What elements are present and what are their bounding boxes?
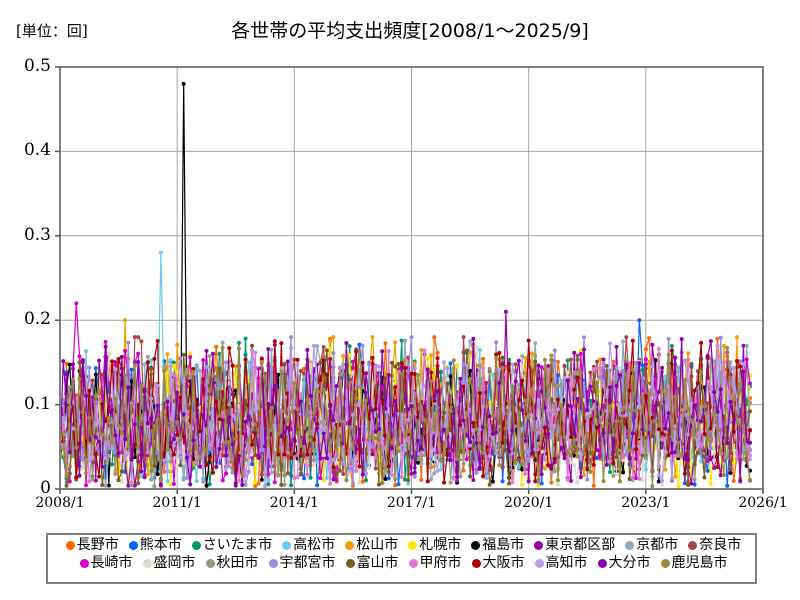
legend-item[interactable]: 東京都区部 (534, 538, 615, 552)
legend-item[interactable]: 大阪市 (471, 555, 525, 571)
legend-item[interactable]: 大分市 (597, 555, 651, 571)
legend-item[interactable]: 鹿児島市 (660, 555, 728, 571)
legend-marker-icon (534, 558, 544, 568)
legend-item[interactable]: 富山市 (345, 555, 399, 571)
legend-label: 富山市 (356, 555, 399, 571)
legend-label: 大分市 (608, 555, 651, 571)
legend-label: 奈良市 (699, 537, 742, 553)
legend-row-bottom: 長崎市 盛岡市 秋田市 宇都宮市 富山市 甲府市 大阪市 高知市 大分市 鹿児島市 (48, 556, 759, 570)
series-鹿児島市 (60, 345, 752, 489)
legend-marker-icon (65, 540, 75, 550)
legend-label: 宇都宮市 (279, 555, 336, 571)
y-tick-label: 0 (40, 478, 51, 498)
y-tick-label: 0.1 (23, 393, 51, 414)
legend-label: 松山市 (356, 537, 399, 553)
legend-marker-icon (471, 558, 481, 568)
legend-item[interactable]: 松山市 (345, 538, 398, 552)
legend-item[interactable]: 盛岡市 (142, 555, 196, 571)
legend-marker-icon (345, 558, 355, 568)
series-大分市 (60, 336, 752, 488)
legend-item[interactable]: 京都市 (625, 538, 678, 552)
y-tick-label: 0.5 (23, 56, 51, 76)
unit-label: [単位：回] (16, 22, 88, 40)
legend-label: 熊本市 (139, 537, 182, 553)
legend-marker-icon (282, 540, 292, 550)
legend-marker-icon (688, 540, 698, 550)
x-tick-label: 2008/1 (35, 495, 85, 511)
legend-label: 甲府市 (419, 555, 462, 571)
x-tick-label: 2017/1 (386, 495, 437, 511)
y-tick-label: 0.2 (23, 309, 51, 330)
axis-ticks (55, 66, 764, 494)
legend-item[interactable]: 札幌市 (408, 538, 461, 552)
chart-title: 各世帯の平均支出頻度[2008/1～2025/9] (0, 16, 800, 43)
legend-item[interactable]: 秋田市 (205, 555, 259, 571)
legend-label: 高知市 (545, 555, 588, 571)
x-tick-label: 2026/1 (738, 495, 788, 511)
legend-item[interactable]: 奈良市 (688, 538, 741, 552)
legend-marker-icon (625, 540, 635, 550)
legend-marker-icon (408, 540, 418, 550)
legend-label: 高松市 (293, 537, 336, 553)
legend-item[interactable]: 福島市 (471, 538, 524, 552)
legend-marker-icon (205, 558, 215, 568)
x-tick-label: 2023/1 (621, 495, 671, 511)
legend-label: 秋田市 (216, 555, 259, 571)
legend-marker-icon (471, 540, 481, 550)
legend-label: 福島市 (482, 537, 525, 553)
legend-item[interactable]: 長崎市 (79, 555, 133, 571)
legend-marker-icon (345, 540, 355, 550)
legend-item[interactable]: 宇都宮市 (268, 555, 336, 571)
y-tick-label: 0.4 (23, 140, 51, 161)
legend-marker-icon (408, 558, 418, 568)
legend-marker-icon (534, 540, 544, 550)
legend-label: さいたま市 (202, 537, 273, 553)
legend-marker-icon (268, 558, 278, 568)
legend-label: 札幌市 (419, 537, 462, 553)
legend-label: 大阪市 (482, 555, 525, 571)
legend-item[interactable]: 高松市 (282, 538, 335, 552)
x-tick-label: 2011/1 (152, 495, 202, 511)
legend-item[interactable]: 長野市 (65, 537, 119, 553)
y-tick-label: 0.3 (23, 224, 51, 245)
legend-item[interactable]: さいたま市 (191, 537, 273, 553)
legend-item[interactable]: 甲府市 (408, 555, 462, 571)
legend-marker-icon (128, 540, 138, 550)
x-tick-label: 2020/1 (504, 495, 554, 511)
legend-label: 東京都区部 (545, 537, 616, 553)
legend-marker-icon (597, 558, 607, 568)
legend-marker-icon (79, 558, 89, 568)
chart-title-text: 各世帯の平均支出頻度[2008/1～2025/9] (231, 20, 589, 42)
legend-row-top: 長野市 熊本市 さいたま市 高松市 松山市 札幌市 福島市 東京都区部 京都市 奈良市 (48, 538, 759, 552)
legend-label: 長崎市 (90, 555, 133, 571)
legend-label: 盛岡市 (153, 555, 196, 571)
x-tick-label: 2014/1 (269, 495, 319, 511)
legend-marker-icon (660, 558, 670, 568)
legend-label: 京都市 (636, 537, 679, 553)
legend-marker-icon (142, 558, 152, 568)
legend: 長野市 熊本市 さいたま市 高松市 松山市 札幌市 福島市 東京都区部 京都市 奈良市 長崎市 盛岡… (46, 533, 757, 584)
legend-item[interactable]: 高知市 (534, 555, 588, 571)
legend-marker-icon (191, 540, 201, 550)
series-layer (60, 81, 752, 489)
legend-item[interactable]: 熊本市 (128, 537, 182, 553)
legend-label: 長野市 (76, 537, 119, 553)
legend-label: 鹿児島市 (671, 555, 728, 571)
